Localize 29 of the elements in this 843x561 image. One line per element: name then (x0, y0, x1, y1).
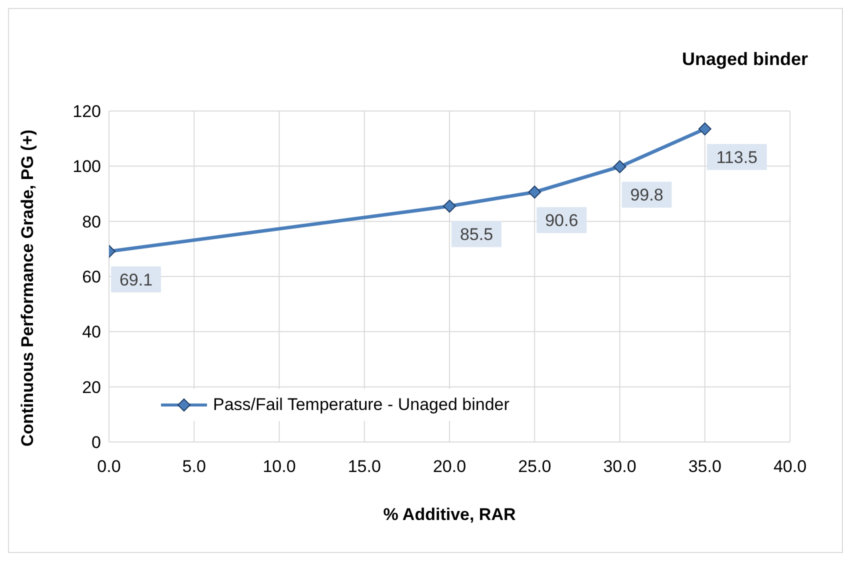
data-label: 113.5 (716, 148, 758, 167)
x-axis-title: % Additive, RAR (383, 505, 516, 524)
y-tick-label: 100 (72, 157, 101, 176)
y-tick-label: 80 (82, 212, 101, 232)
point (698, 122, 712, 136)
x-tick-label: 30.0 (603, 457, 636, 476)
y-axis-title: Continuous Performance Grade, PG (+) (18, 130, 38, 446)
point (443, 200, 456, 213)
data-label: 99.8 (630, 186, 664, 205)
point (528, 186, 542, 199)
chart-title: Unaged binder (682, 49, 808, 70)
x-tick-label: 15.0 (348, 457, 381, 476)
y-tick-label: 0 (92, 433, 101, 452)
x-tick-label: 25.0 (518, 457, 552, 476)
point (613, 160, 626, 174)
y-tick-label: 40 (82, 322, 101, 342)
legend-label: Pass/Fail Temperature - Unaged binder (213, 395, 510, 415)
y-tick-label: 20 (82, 378, 101, 397)
x-tick-label: 20.0 (432, 457, 466, 476)
y-tick-label: 60 (82, 268, 101, 287)
y-tick-label: 120 (72, 102, 101, 122)
x-tick-label: 40.0 (773, 457, 807, 476)
data-label: 90.6 (545, 211, 578, 230)
x-tick-label: 0.0 (97, 457, 121, 476)
x-tick-label: 10.0 (262, 457, 296, 476)
x-tick-label: 35.0 (688, 457, 722, 476)
data-label: 69.1 (119, 270, 153, 290)
x-tick-label: 5.0 (182, 457, 206, 476)
data-label: 85.5 (460, 225, 494, 244)
